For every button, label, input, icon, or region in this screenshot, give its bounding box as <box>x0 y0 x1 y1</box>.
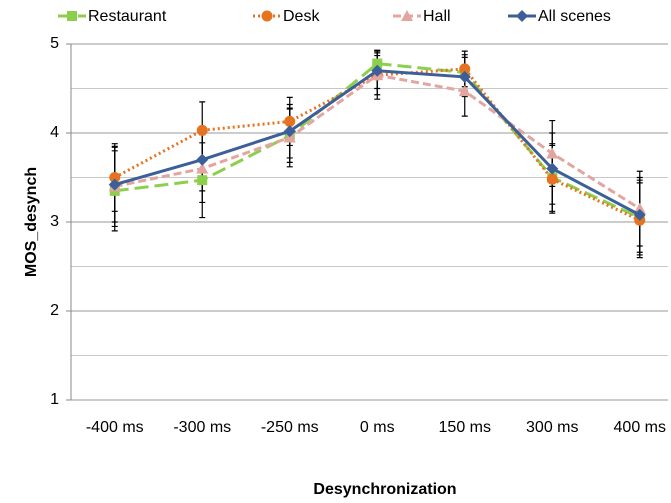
marker <box>196 124 208 136</box>
x-tick-label: -250 ms <box>261 419 319 436</box>
marker <box>633 202 646 214</box>
marker <box>108 178 121 191</box>
y-tick-label: 3 <box>50 213 59 230</box>
x-tick-label: 0 ms <box>360 419 395 436</box>
x-tick-label: -400 ms <box>86 419 144 436</box>
marker <box>546 147 559 159</box>
marker <box>458 85 471 97</box>
marker <box>459 63 471 75</box>
marker <box>284 115 296 127</box>
x-tick-label: -300 ms <box>173 419 231 436</box>
marker <box>546 173 558 185</box>
x-axis-label: Desynchronization <box>313 481 456 498</box>
marker <box>283 125 296 138</box>
marker <box>197 175 208 186</box>
legend-marker <box>516 10 528 22</box>
legend-marker <box>261 10 273 22</box>
legend-label: Desk <box>283 8 320 25</box>
legend-label: All scenes <box>538 8 611 25</box>
marker <box>372 58 383 69</box>
marker <box>109 172 121 183</box>
x-tick-label: 300 ms <box>526 419 578 436</box>
legend-marker <box>401 10 413 21</box>
legend-label: Restaurant <box>88 8 167 25</box>
y-tick-label: 1 <box>50 391 59 408</box>
marker <box>633 208 646 221</box>
legend-marker <box>67 11 77 21</box>
x-tick-label: 150 ms <box>439 419 491 436</box>
marker <box>546 162 559 175</box>
y-axis-label: MOS_desynch <box>23 167 40 277</box>
marker <box>196 153 209 166</box>
y-tick-label: 4 <box>50 124 59 141</box>
legend-label: Hall <box>423 8 451 25</box>
marker <box>196 162 209 174</box>
marker <box>458 70 471 83</box>
y-tick-label: 2 <box>50 302 59 319</box>
x-tick-label: 400 ms <box>614 419 666 436</box>
y-tick-label: 5 <box>50 35 59 52</box>
marker <box>371 64 384 77</box>
